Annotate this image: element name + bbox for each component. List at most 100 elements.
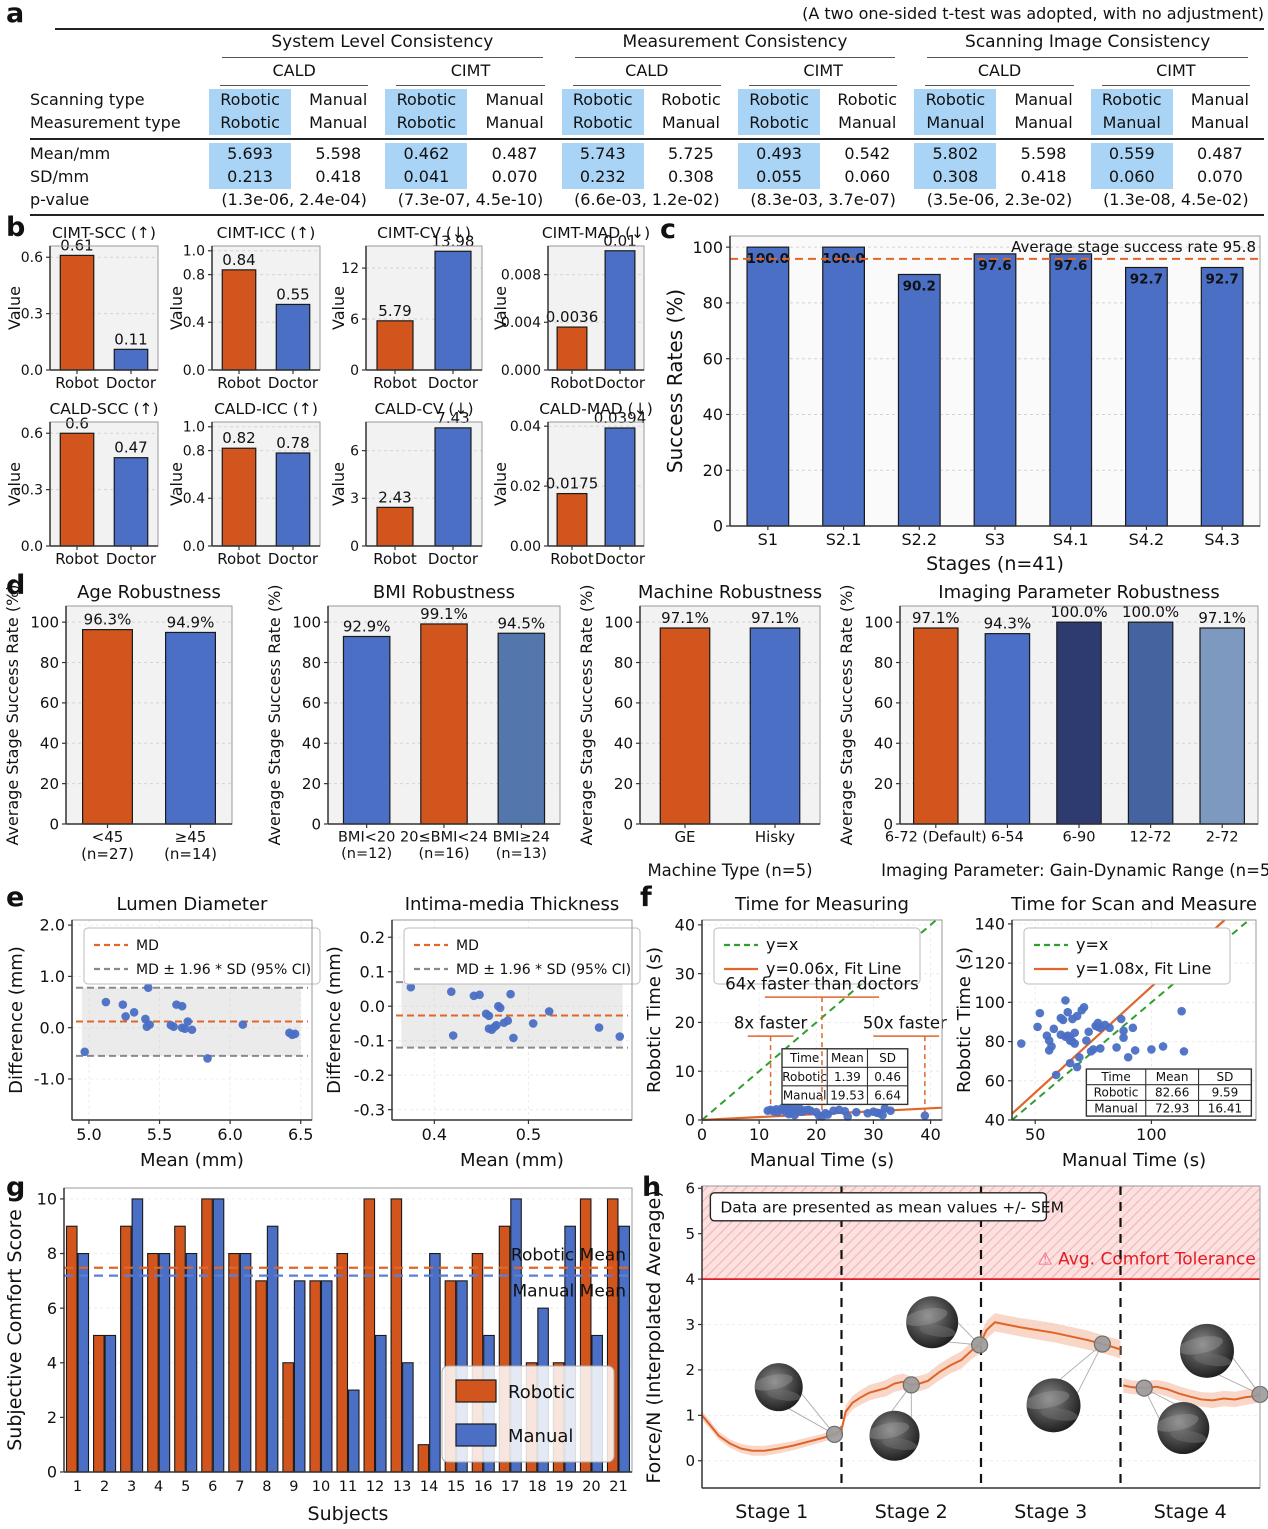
x-category-label: 6 [208, 1479, 217, 1495]
y-axis-label: Robotic Time (s) [644, 947, 665, 1093]
svg-text:0.1: 0.1 [360, 962, 385, 981]
scatter-point [448, 1031, 458, 1040]
scatter-point [544, 1007, 554, 1016]
chart-title: CIMT-ICC (↑) [217, 224, 316, 242]
measurement-type-cell: Robotic [220, 113, 280, 132]
scatter-point [1049, 1024, 1059, 1034]
x-category-label: 17 [501, 1479, 519, 1495]
stage-label: Stage 2 [875, 1501, 948, 1523]
scatter-point [495, 1003, 505, 1013]
x-category-label: 6-54 [991, 830, 1024, 846]
x-axis-label: Mean (mm) [140, 1150, 244, 1171]
x-category-label: GE [674, 828, 695, 846]
svg-text:0.4: 0.4 [422, 1125, 447, 1144]
x-axis-label: Manual Time (s) [1062, 1150, 1206, 1171]
chart-time-scan-measure: 50 100 40 60 80 100 120 140 y=x y=1.08x, Fit Line… [954, 890, 1266, 1174]
svg-text:1.0: 1.0 [40, 967, 65, 986]
y-axis-label: Value [5, 462, 24, 506]
x-category-label: 15 [447, 1479, 465, 1495]
x-category-label: 12 [366, 1479, 384, 1495]
scatter-point [129, 1008, 139, 1017]
bar-chart-d1: 0 20 40 60 80 100 96.3% <45(n=27) 94.9% ≥45(n=14)… [3, 582, 233, 863]
bar-value-label: 0.55 [276, 285, 309, 303]
p-value-cell: (1.3e-06, 2.4e-04) [221, 190, 367, 209]
svg-text:-0.3: -0.3 [354, 1100, 385, 1119]
stats-table-cell: 72.93 [1155, 1101, 1189, 1115]
svg-text:0.2: 0.2 [360, 928, 385, 947]
y-axis-label: Robotic Time (s) [954, 947, 975, 1093]
svg-text:20: 20 [40, 775, 59, 793]
x-category-label: 18 [528, 1479, 546, 1495]
x-category-label: 20 [582, 1479, 600, 1495]
x-axis-label: Mean (mm) [460, 1150, 564, 1171]
bar-value-label: 0.0175 [546, 475, 599, 493]
bar-chart-c: 0 20 40 60 80 100 100.0 S1 100.0 S2.1 90.2 S2.2 97.6… [663, 235, 1261, 575]
stats-table-cell: 9.59 [1212, 1086, 1239, 1100]
table-rule [220, 85, 369, 86]
bar-value-label: 94.5% [498, 614, 546, 632]
tolerance-label: ⚠ Avg. Comfort Tolerance [1038, 1250, 1256, 1270]
scanning-type-cell: Manual [485, 90, 544, 109]
svg-text:20: 20 [302, 775, 321, 793]
measurement-type-cell: Robotic [396, 113, 457, 132]
svg-text:100: 100 [974, 993, 1005, 1012]
panel-letter-f: f [640, 882, 652, 913]
bar-value-label: 92.7 [1205, 272, 1238, 288]
table-rule [925, 85, 1074, 86]
measurement-type-cell: Manual [838, 113, 897, 132]
scatter-point [1075, 1052, 1084, 1062]
svg-text:0.4: 0.4 [183, 315, 205, 331]
x-category-label: Doctor [268, 374, 319, 392]
table-rule [574, 57, 896, 58]
highlight-cell [385, 143, 468, 189]
bar-chart-b6: 0.0 0.4 0.8 1.0 0.82 Robot 0.78 Doctor CALD-ICC … [167, 400, 321, 568]
chart-title: CIMT-CV (↓) [377, 224, 471, 242]
stats-table-cell: 16.41 [1208, 1101, 1242, 1115]
svg-text:3: 3 [350, 491, 359, 507]
stats-table-cell: SD [1217, 1070, 1234, 1084]
scatter-point [1033, 1022, 1042, 1032]
bar-chart-b2: 0.0 0.4 0.8 1.0 0.84 Robot 0.55 Doctor CIMT-ICC … [167, 224, 321, 392]
x-category-label: S3 [985, 530, 1005, 549]
x-category-label: 19 [555, 1479, 573, 1495]
mean-cell: 5.598 [1020, 144, 1067, 163]
svg-text:0.02: 0.02 [510, 479, 541, 495]
bar [221, 447, 257, 547]
bar-value-label: 0.82 [222, 429, 255, 447]
svg-text:1.0: 1.0 [183, 244, 205, 260]
svg-text:80: 80 [874, 654, 893, 672]
scatter-point [101, 997, 111, 1007]
chart-title: Imaging Parameter Robustness [938, 582, 1219, 603]
highlight-cell [561, 89, 644, 135]
svg-text:100: 100 [692, 238, 723, 257]
svg-text:2: 2 [685, 1361, 695, 1379]
svg-text:6: 6 [685, 1180, 695, 1198]
svg-text:0.004: 0.004 [501, 315, 541, 331]
svg-text:0.8: 0.8 [183, 268, 205, 284]
svg-text:60: 60 [985, 1071, 1005, 1090]
stats-table [1085, 1068, 1253, 1117]
panel-letter-d: d [6, 570, 26, 601]
table-note: (A two one-sided t-test was adopted, wit… [802, 4, 1264, 23]
x-category-label: S1 [758, 530, 778, 549]
x-category-label: Robot [373, 374, 417, 392]
sd-cell: 0.308 [932, 167, 979, 186]
stats-table-cell: Time [1100, 1070, 1130, 1084]
bar [275, 452, 311, 547]
inset-connector [1077, 1343, 1103, 1394]
panel-letter-h: h [642, 1172, 662, 1203]
group-header: System Level Consistency [271, 32, 494, 52]
x-category-label: 2-72 [1206, 830, 1239, 846]
svg-text:120: 120 [974, 954, 1005, 973]
bar [1127, 621, 1174, 825]
inset-connector [801, 1393, 835, 1435]
svg-text:4: 4 [47, 1353, 57, 1372]
table-rule [1101, 85, 1250, 86]
scatter-point [851, 1107, 861, 1117]
chart-title: Time for Measuring [734, 894, 909, 915]
svg-text:0: 0 [350, 363, 359, 379]
chart-title: Machine Robustness [638, 582, 822, 603]
svg-text:2.0: 2.0 [40, 916, 65, 935]
bar [1125, 266, 1168, 527]
